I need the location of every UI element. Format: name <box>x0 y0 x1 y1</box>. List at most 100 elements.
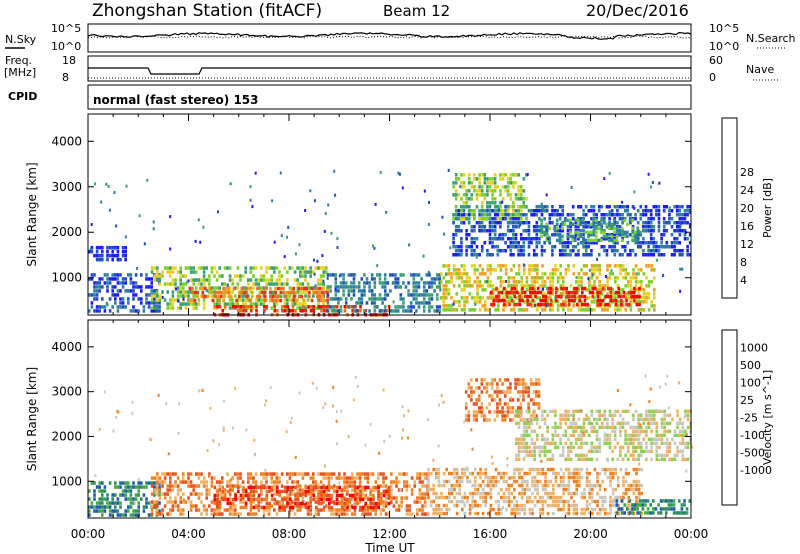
data-pixel <box>558 213 562 217</box>
data-pixel <box>445 495 448 500</box>
data-pixel <box>631 234 634 239</box>
data-pixel <box>520 479 524 484</box>
data-pixel <box>231 504 234 508</box>
data-pixel <box>567 457 570 462</box>
data-pixel <box>571 205 575 209</box>
data-pixel <box>483 418 486 422</box>
data-pixel <box>379 472 383 476</box>
data-pixel <box>499 217 502 221</box>
data-pixel <box>551 221 554 225</box>
data-pixel <box>652 217 656 221</box>
data-pixel <box>372 497 375 502</box>
data-pixel <box>633 238 637 243</box>
data-pixel <box>590 205 593 209</box>
data-pixel <box>502 495 506 500</box>
data-pixel <box>574 437 578 442</box>
data-pixel <box>237 305 240 309</box>
data-pixel <box>553 245 557 249</box>
data-pixel <box>566 229 570 233</box>
data-pixel <box>585 264 588 268</box>
data-pixel <box>322 500 325 504</box>
data-pixel <box>455 276 458 280</box>
data-pixel <box>489 475 493 480</box>
data-pixel <box>116 497 120 501</box>
data-pixel <box>140 297 143 301</box>
data-pixel <box>337 301 340 305</box>
data-pixel <box>595 288 599 292</box>
data-pixel <box>642 292 646 296</box>
data-pixel <box>231 497 235 502</box>
data-pixel <box>171 306 175 310</box>
data-pixel <box>528 284 531 288</box>
data-pixel <box>540 245 544 249</box>
data-pixel <box>617 290 620 295</box>
data-pixel <box>312 270 315 274</box>
data-pixel <box>613 238 616 243</box>
data-pixel <box>530 213 533 217</box>
data-pixel <box>330 496 333 500</box>
data-pixel <box>509 249 513 253</box>
data-pixel <box>152 227 155 231</box>
data-pixel <box>634 241 637 245</box>
data-pixel <box>428 285 431 289</box>
data-pixel <box>572 491 576 496</box>
data-pixel <box>541 511 545 516</box>
data-pixel <box>427 222 430 226</box>
data-pixel <box>483 197 487 201</box>
data-pixel <box>548 226 551 231</box>
data-pixel <box>267 508 271 512</box>
data-pixel <box>475 402 478 406</box>
data-pixel <box>161 295 164 299</box>
data-pixel <box>645 276 648 280</box>
data-pixel <box>623 234 627 239</box>
data-pixel <box>546 296 549 300</box>
data-pixel <box>480 221 484 225</box>
data-pixel <box>241 274 245 278</box>
data-pixel <box>318 294 322 299</box>
data-pixel <box>189 500 193 504</box>
data-pixel <box>565 511 568 516</box>
data-pixel <box>337 297 340 301</box>
data-pixel <box>513 487 516 492</box>
data-pixel <box>635 302 639 307</box>
data-pixel <box>493 378 497 382</box>
data-pixel <box>497 276 500 280</box>
data-pixel <box>660 237 663 241</box>
data-pixel <box>441 215 444 219</box>
data-pixel <box>390 480 393 484</box>
data-pixel <box>260 286 263 290</box>
data-pixel <box>111 493 114 497</box>
data-pixel <box>460 173 463 177</box>
data-pixel <box>675 221 679 225</box>
data-pixel <box>127 489 130 493</box>
data-pixel <box>559 467 563 472</box>
data-pixel <box>505 280 507 283</box>
data-pixel <box>509 237 513 241</box>
data-pixel <box>600 222 603 227</box>
data-pixel <box>354 485 357 490</box>
data-pixel <box>588 483 591 488</box>
data-pixel <box>201 286 205 291</box>
data-pixel <box>527 386 530 390</box>
data-pixel <box>182 472 185 476</box>
data-pixel <box>270 472 273 476</box>
data-pixel <box>197 298 201 302</box>
data-pixel <box>147 481 151 485</box>
data-pixel <box>252 274 255 278</box>
data-pixel <box>558 205 562 209</box>
data-pixel <box>439 296 443 300</box>
data-pixel <box>617 475 620 480</box>
data-pixel <box>541 437 544 442</box>
data-pixel <box>124 305 127 309</box>
nsearch-label: N.Search <box>746 32 796 45</box>
data-pixel <box>549 479 552 484</box>
data-pixel <box>520 503 524 508</box>
data-pixel <box>124 497 127 501</box>
data-pixel <box>421 512 424 516</box>
data-pixel <box>662 229 666 233</box>
data-pixel <box>103 281 107 285</box>
data-pixel <box>593 280 596 284</box>
data-pixel <box>686 205 689 209</box>
data-pixel <box>179 306 182 310</box>
data-pixel <box>673 229 676 233</box>
